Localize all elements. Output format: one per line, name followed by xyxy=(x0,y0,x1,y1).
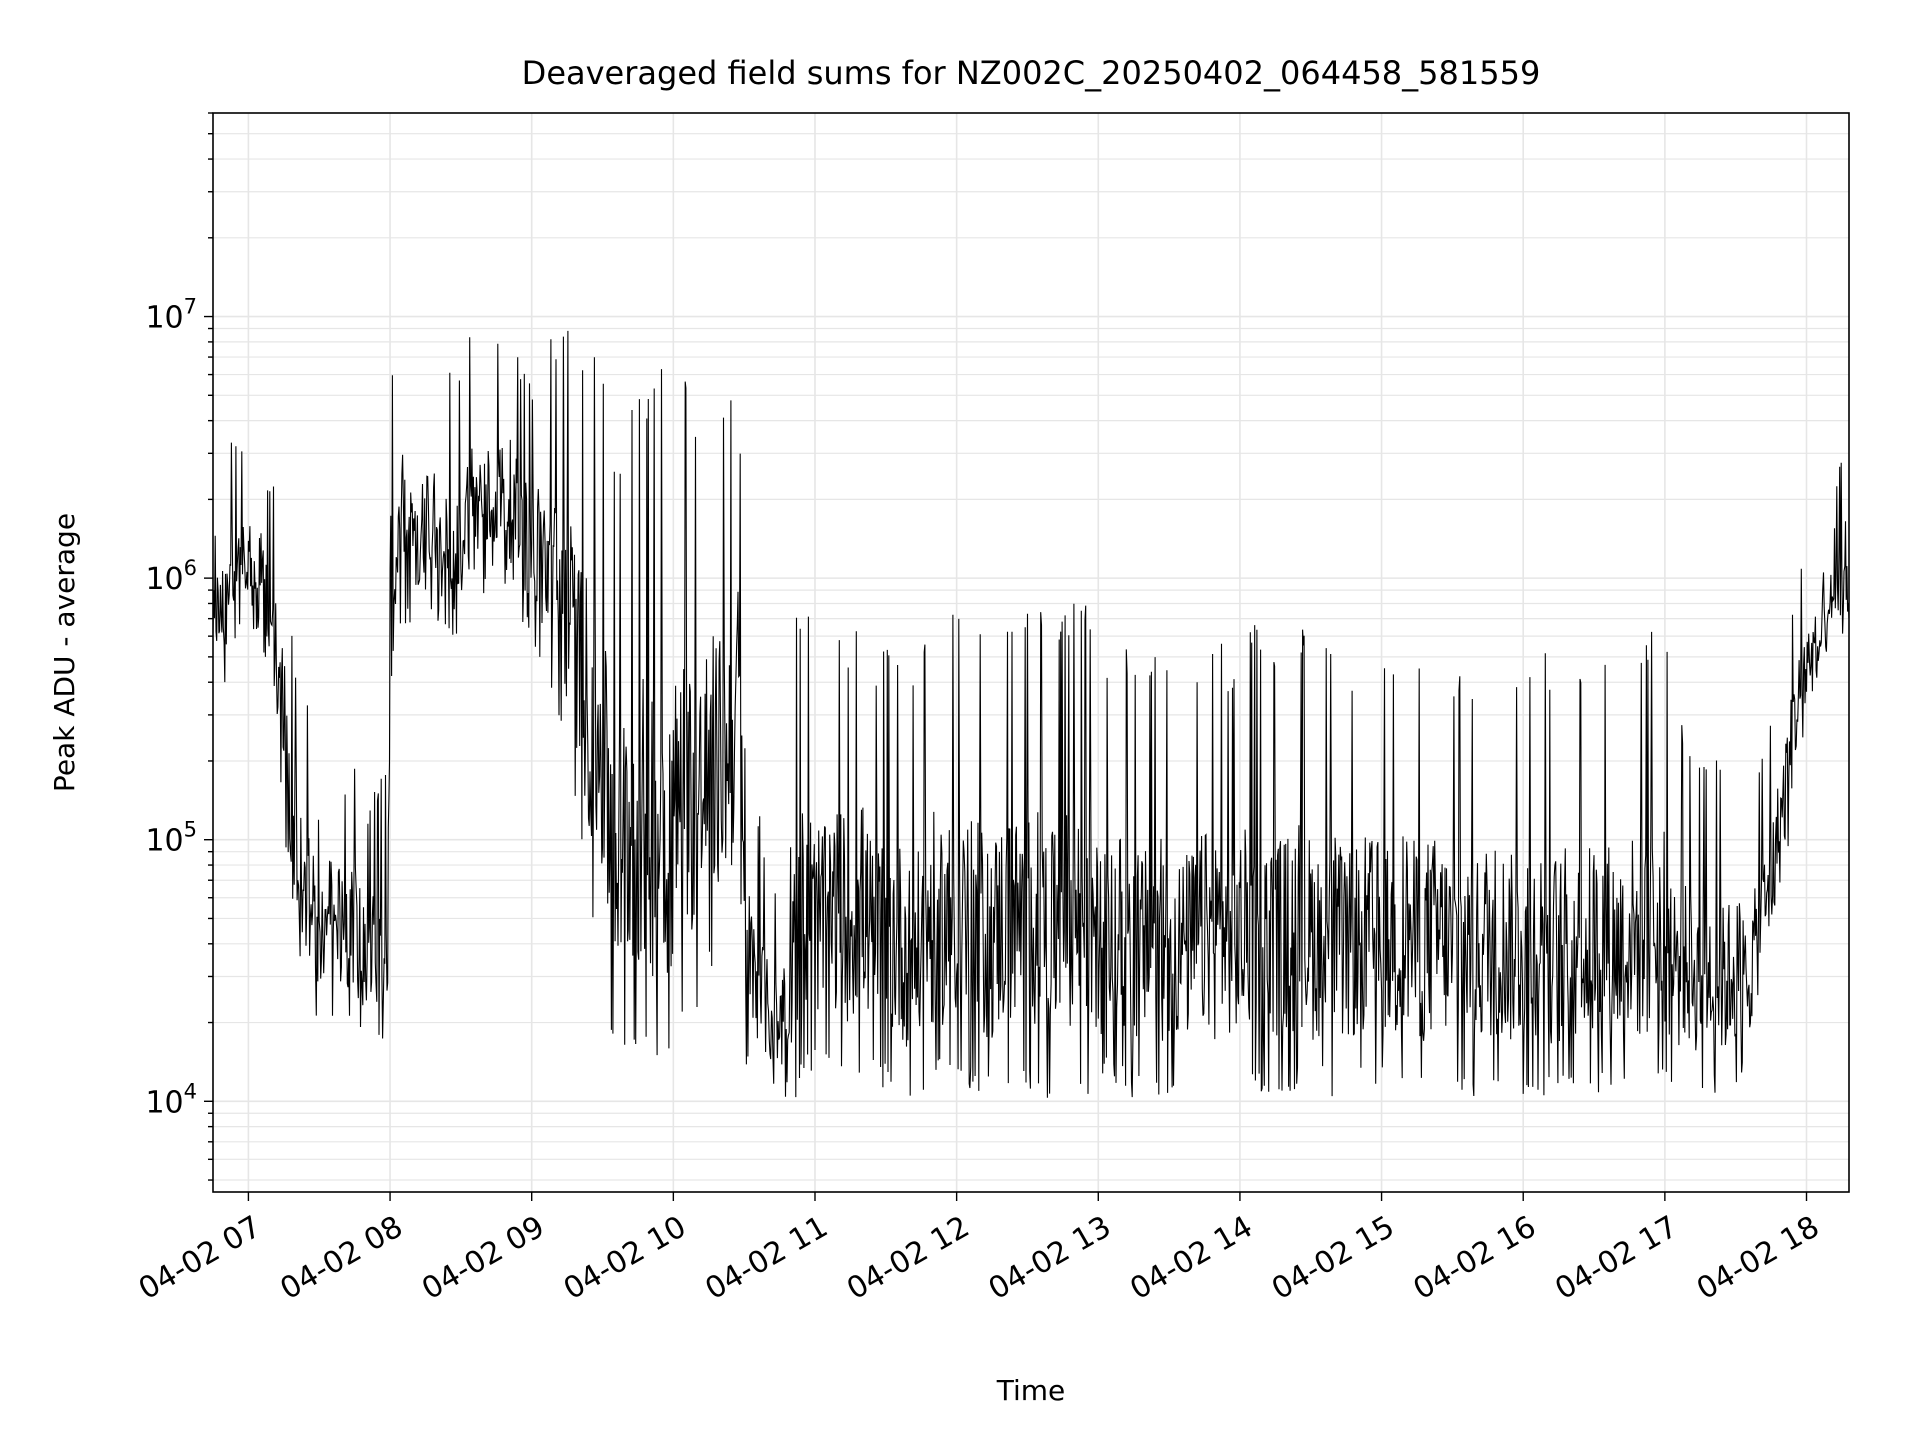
y-tick-mantissa: 10 xyxy=(145,562,183,597)
y-tick-mantissa: 10 xyxy=(145,824,183,859)
plot-area xyxy=(212,330,1850,1098)
y-axis-label: Peak ADU - average xyxy=(48,513,81,792)
y-tick-mantissa: 10 xyxy=(145,1085,183,1120)
series-line xyxy=(212,330,1850,1098)
y-tick-label: 107 xyxy=(145,295,197,336)
y-tick-exponent: 7 xyxy=(184,295,197,319)
axes-frame xyxy=(212,112,1850,1193)
x-axis-label: Time xyxy=(996,1374,1066,1407)
y-tick-label: 105 xyxy=(145,818,197,859)
y-tick-exponent: 5 xyxy=(184,818,197,842)
chart-title: Deaveraged field sums for NZ002C_2025040… xyxy=(522,54,1541,92)
y-tick-label: 104 xyxy=(145,1079,197,1120)
y-tick-mantissa: 10 xyxy=(145,301,183,336)
y-tick-label: 106 xyxy=(145,556,197,597)
y-tick-exponent: 6 xyxy=(184,556,197,580)
y-tick-exponent: 4 xyxy=(184,1079,197,1103)
